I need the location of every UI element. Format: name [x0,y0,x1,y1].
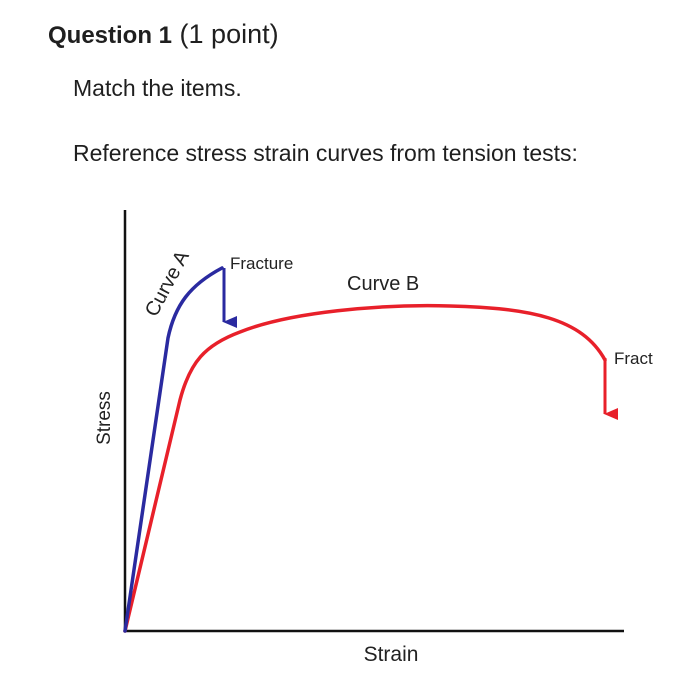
curve-b-line [123,303,607,633]
curve-a-label: Curve A [141,247,194,321]
question-header: Question 1 (1 point) [48,16,279,54]
reference-text: Reference stress strain curves from tens… [73,140,578,166]
curve-b-label: Curve B [347,273,419,295]
question-title: Question 1 [48,22,173,49]
y-axis-label: Stress [94,391,115,445]
x-axis-label: Strain [364,643,419,666]
fracture-b-label: Fract [614,349,653,368]
instruction-text: Match the items. [73,75,242,101]
curve-a-line [123,266,224,633]
fracture-a-label: Fracture [230,254,293,273]
question-points: (1 point) [179,19,279,49]
